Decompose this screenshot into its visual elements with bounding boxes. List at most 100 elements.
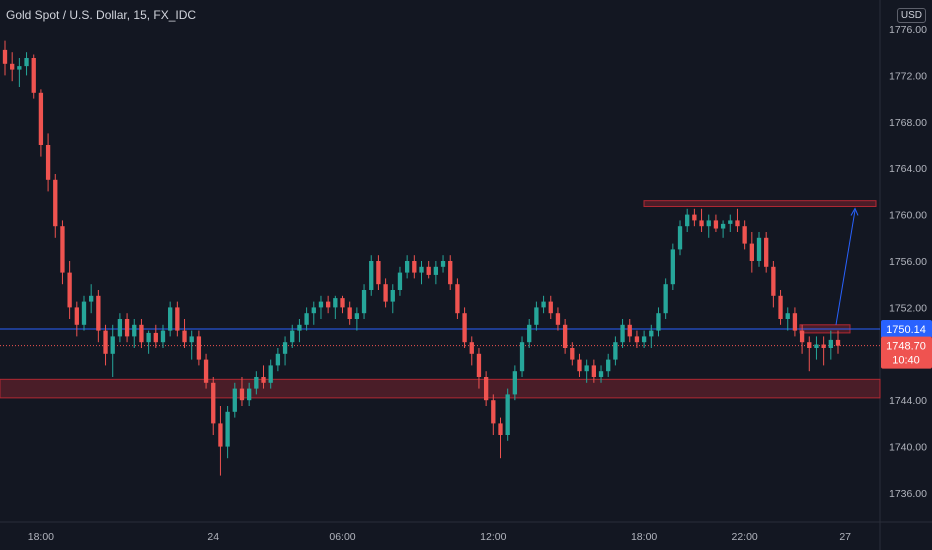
candle-body xyxy=(146,332,151,343)
candle-body xyxy=(225,411,230,447)
candle-body xyxy=(340,298,345,308)
x-tick-label: 22:00 xyxy=(732,531,758,543)
support-zone[interactable] xyxy=(0,378,881,399)
candle-body xyxy=(433,266,439,275)
blue-line-price-label: 1750.14 xyxy=(886,324,926,336)
candle-body xyxy=(275,353,281,366)
symbol-title[interactable]: Gold Spot / U.S. Dollar, 15, FX_IDC xyxy=(6,8,197,22)
current-price-badge xyxy=(881,336,932,369)
candle-body xyxy=(17,66,22,70)
candle-body xyxy=(67,272,72,308)
candle-body xyxy=(634,336,640,343)
candle-body xyxy=(318,301,324,308)
candle-body xyxy=(677,226,683,250)
candle-body xyxy=(211,382,216,424)
candle-body xyxy=(735,220,740,227)
candle-body xyxy=(577,359,582,372)
candle-body xyxy=(570,348,575,360)
candle-body xyxy=(591,365,596,377)
candle-body xyxy=(376,261,381,285)
y-tick-label: 1768.00 xyxy=(889,117,927,129)
candle-body xyxy=(182,330,187,343)
candle-body xyxy=(132,324,137,337)
candle-body xyxy=(455,284,460,314)
currency-selector[interactable]: USD xyxy=(896,8,926,23)
candle-body xyxy=(534,307,539,325)
candle-body xyxy=(720,223,726,229)
candle-body xyxy=(440,261,446,267)
candle-body xyxy=(728,220,733,224)
y-tick-label: 1772.00 xyxy=(889,70,927,82)
price-axis[interactable] xyxy=(880,0,932,550)
candle-body xyxy=(268,365,273,383)
candle-body xyxy=(598,371,604,377)
x-tick-label: 18:00 xyxy=(631,531,657,543)
candle-body xyxy=(124,319,130,337)
candle-body xyxy=(31,58,36,93)
candle-body xyxy=(562,324,568,348)
candle-body xyxy=(613,342,618,360)
candle-body xyxy=(24,58,29,67)
candle-body xyxy=(670,249,675,285)
candle-body xyxy=(742,226,747,244)
candle-body xyxy=(254,377,259,389)
candle-body xyxy=(606,359,611,372)
candle-body xyxy=(203,359,209,383)
candle-body xyxy=(311,307,316,314)
y-tick-label: 1776.00 xyxy=(889,24,927,36)
candle-body xyxy=(175,307,180,331)
candle-body xyxy=(81,301,87,325)
x-tick-label: 27 xyxy=(839,531,851,543)
candle-body xyxy=(38,92,44,145)
candle-body xyxy=(325,301,331,308)
candle-body xyxy=(189,336,194,343)
candle-body xyxy=(527,324,532,343)
candle-body xyxy=(218,423,223,447)
resistance-zone[interactable] xyxy=(643,200,877,207)
candle-body xyxy=(584,365,589,372)
candle-body xyxy=(835,339,841,346)
candle-body xyxy=(448,261,453,285)
y-tick-label: 1764.00 xyxy=(889,163,927,175)
candle-body xyxy=(361,290,367,314)
candle-body xyxy=(369,261,374,290)
current-price-label: 1748.70 xyxy=(886,341,926,353)
candle-body xyxy=(814,344,819,348)
candle-body xyxy=(282,342,288,354)
candle-body xyxy=(404,261,410,273)
candle-body xyxy=(699,220,704,227)
candle-body xyxy=(785,313,790,319)
candle-body xyxy=(491,400,496,424)
candle-body xyxy=(354,313,360,319)
candle-body xyxy=(53,179,58,227)
target-arrow-line[interactable] xyxy=(835,210,856,325)
candle-body xyxy=(110,336,115,354)
candle-body xyxy=(239,388,245,401)
y-tick-label: 1756.00 xyxy=(889,256,927,268)
candle-body xyxy=(45,145,51,180)
candle-body xyxy=(160,330,166,343)
candle-body xyxy=(89,295,94,302)
candle-body xyxy=(656,313,661,331)
candle-body xyxy=(383,284,388,302)
candle-body xyxy=(828,339,833,348)
candle-body xyxy=(333,298,338,308)
candle-body xyxy=(512,371,518,395)
candle-body xyxy=(792,313,798,331)
candle-body xyxy=(476,353,482,377)
candle-body xyxy=(419,266,424,273)
candle-body xyxy=(153,332,158,343)
candle-body xyxy=(390,290,395,302)
candle-body xyxy=(60,226,65,273)
y-tick-label: 1760.00 xyxy=(889,210,927,222)
candle-body xyxy=(692,214,697,221)
x-tick-label: 24 xyxy=(207,531,219,543)
candle-body xyxy=(232,388,237,412)
candle-body xyxy=(713,220,719,229)
y-tick-label: 1752.00 xyxy=(889,302,927,314)
candle-body xyxy=(412,261,417,273)
candle-body xyxy=(462,313,467,343)
candle-body xyxy=(519,342,525,372)
